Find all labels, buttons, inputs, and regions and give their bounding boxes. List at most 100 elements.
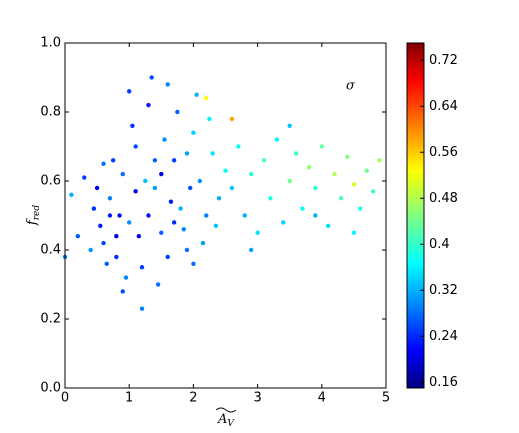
point: [159, 230, 164, 235]
point: [133, 144, 138, 149]
point: [133, 189, 138, 194]
point: [181, 227, 186, 232]
y-tick-label: 0.0: [40, 381, 61, 396]
point: [165, 254, 170, 260]
point: [194, 92, 199, 97]
point: [229, 116, 235, 122]
point: [338, 196, 344, 201]
point: [107, 213, 113, 218]
point: [165, 82, 170, 87]
point: [94, 185, 100, 191]
point: [351, 230, 357, 235]
y-tick-label: 1.0: [40, 36, 61, 51]
point: [104, 261, 109, 266]
colorbar: [406, 42, 425, 389]
colorbar-tick-label: 0.64: [429, 99, 458, 114]
point: [123, 275, 129, 280]
y-tick-label: 0.6: [40, 174, 61, 189]
point: [204, 213, 209, 218]
tilde: [215, 407, 237, 413]
point: [287, 123, 292, 128]
point: [293, 151, 299, 156]
point: [313, 213, 318, 218]
point: [351, 182, 357, 187]
point: [184, 247, 190, 253]
x-tick-label: 3: [253, 391, 261, 406]
point: [358, 206, 363, 211]
point: [197, 178, 203, 184]
point: [146, 102, 151, 108]
point: [146, 213, 151, 218]
colorbar-tick-label: 0.24: [429, 329, 458, 344]
point: [326, 223, 331, 229]
point: [281, 220, 286, 225]
x-label-sub: V: [227, 419, 235, 429]
point: [213, 223, 219, 229]
point: [274, 137, 280, 142]
point: [117, 213, 122, 218]
y-label: fred: [25, 205, 42, 226]
point: [370, 189, 376, 194]
point: [242, 213, 247, 218]
point: [191, 261, 196, 266]
point: [345, 154, 350, 160]
point: [171, 158, 177, 163]
point: [287, 178, 292, 184]
point: [216, 196, 222, 201]
point: [210, 151, 215, 156]
point: [101, 161, 106, 166]
point: [377, 158, 382, 163]
x-tick-label: 1: [125, 391, 133, 406]
point: [127, 220, 132, 225]
point: [223, 168, 228, 173]
point: [127, 89, 132, 94]
point: [101, 240, 106, 246]
point: [313, 185, 318, 191]
point: [207, 116, 212, 122]
x-label: AV: [217, 412, 235, 429]
point: [200, 240, 206, 246]
colorbar-tick-label: 0.56: [429, 145, 458, 160]
point: [162, 137, 167, 142]
point: [143, 178, 148, 184]
point: [149, 75, 154, 80]
point: [155, 282, 161, 287]
y-label-main: f: [25, 218, 40, 226]
point: [248, 247, 254, 253]
point: [114, 254, 119, 260]
point: [268, 196, 273, 201]
point: [364, 168, 369, 173]
x-tick-label: 5: [382, 391, 390, 406]
point: [236, 144, 241, 149]
point: [120, 289, 125, 294]
x-tick-label: 0: [61, 391, 69, 406]
point: [159, 171, 164, 177]
points: [62, 75, 382, 311]
point: [82, 175, 87, 180]
point: [139, 265, 145, 270]
plot-frame: [64, 42, 387, 389]
point: [178, 206, 183, 211]
point: [300, 206, 305, 211]
point: [191, 130, 196, 135]
point: [98, 223, 103, 229]
point: [319, 144, 324, 149]
colorbar-tick-label: 0.16: [429, 375, 458, 390]
point: [88, 247, 93, 253]
point: [248, 171, 254, 177]
colorbar-tick-label: 0.4: [429, 237, 450, 252]
y-tick-label: 0.2: [40, 312, 61, 327]
point: [204, 96, 209, 101]
y-label-sub: red: [32, 205, 42, 221]
point: [114, 234, 119, 239]
point: [130, 123, 135, 128]
point: [136, 234, 142, 239]
x-label-main: A: [217, 412, 227, 427]
point: [229, 185, 235, 191]
colorbar-tick-label: 0.32: [429, 283, 458, 298]
point: [69, 192, 74, 197]
y-tick-label: 0.4: [40, 243, 61, 258]
y-tick-label: 0.8: [40, 105, 61, 120]
point: [107, 196, 113, 201]
